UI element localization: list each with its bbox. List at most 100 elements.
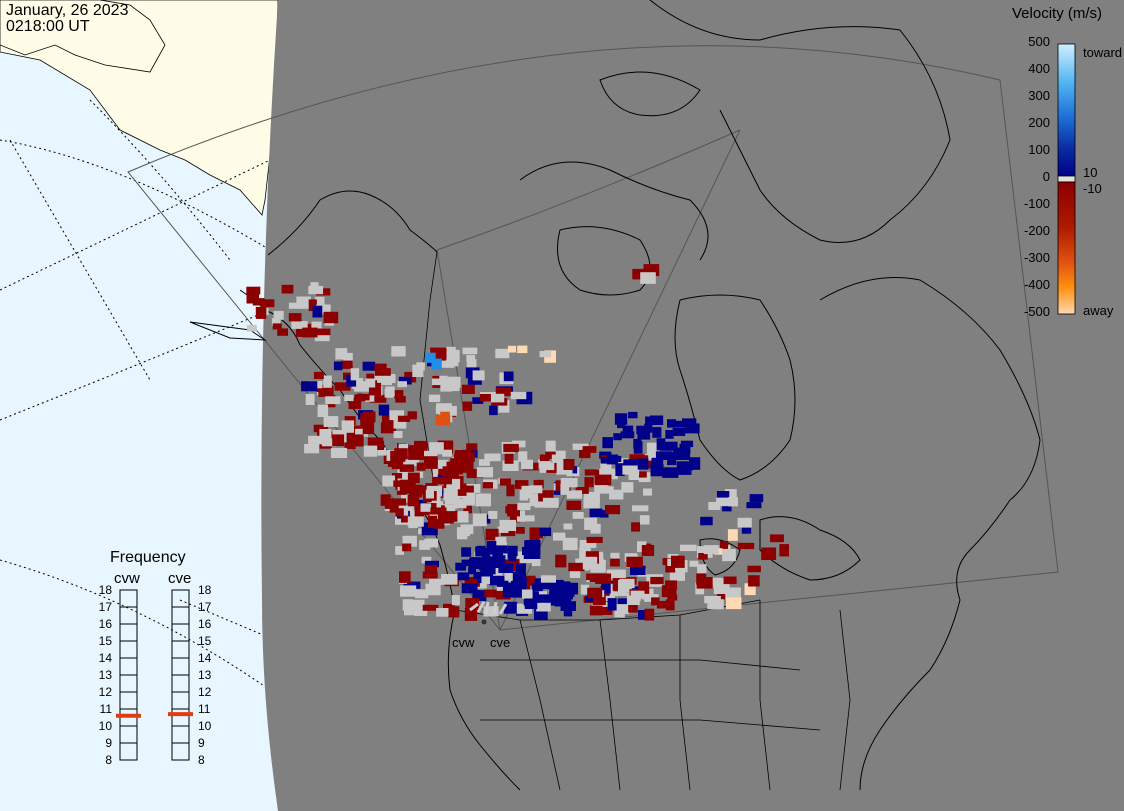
frequency-tick-label: 18 bbox=[99, 583, 113, 597]
scatter-cell bbox=[629, 454, 645, 463]
scatter-cell bbox=[414, 440, 428, 453]
frequency-panel: cvw cve 18 17 16 15 14 13 12 11 10 9 8 18 17 16 15 14 13… bbox=[99, 570, 212, 767]
scatter-cell bbox=[680, 544, 697, 552]
scatter-cell bbox=[432, 501, 444, 509]
scatter-cell bbox=[399, 464, 415, 472]
scatter-cell bbox=[273, 310, 284, 320]
colorbar-label-away: away bbox=[1083, 303, 1114, 318]
scatter-cell bbox=[499, 478, 511, 486]
radar-scatter-cells bbox=[246, 264, 789, 621]
scatter-cell bbox=[665, 580, 678, 590]
colorbar-tick: 300 bbox=[1028, 88, 1050, 103]
scatter-cell bbox=[516, 527, 525, 534]
scatter-cell bbox=[737, 542, 755, 550]
scatter-cell bbox=[482, 482, 493, 489]
scatter-cell bbox=[445, 376, 461, 388]
scatter-cell bbox=[466, 443, 478, 451]
header-date: January, 26 2023 bbox=[6, 2, 129, 19]
scatter-cell bbox=[521, 459, 534, 470]
scatter-cell bbox=[492, 546, 504, 557]
scatter-cell bbox=[495, 387, 512, 397]
scatter-cell bbox=[611, 455, 622, 462]
scatter-cell bbox=[553, 532, 566, 541]
scatter-cell bbox=[526, 591, 539, 603]
scatter-cell bbox=[651, 458, 664, 470]
scatter-cell bbox=[651, 597, 660, 606]
scatter-cell bbox=[458, 485, 474, 493]
scatter-cell bbox=[255, 306, 267, 319]
scatter-cell bbox=[424, 560, 439, 568]
scatter-cell bbox=[568, 562, 585, 572]
scatter-cell bbox=[639, 515, 650, 525]
scatter-cell bbox=[470, 557, 484, 569]
radar-sites: cvw cve bbox=[452, 601, 510, 650]
scatter-cell bbox=[632, 471, 647, 478]
scatter-cell bbox=[448, 606, 460, 618]
scatter-cell bbox=[447, 384, 460, 392]
scatter-cell bbox=[545, 451, 556, 459]
scatter-cell bbox=[599, 510, 609, 518]
scatter-cell bbox=[462, 347, 478, 355]
scatter-cell bbox=[414, 605, 428, 616]
scatter-cell bbox=[341, 420, 354, 433]
frequency-tick-label: 9 bbox=[105, 736, 112, 750]
scatter-cell bbox=[579, 448, 591, 459]
scatter-cell bbox=[510, 391, 527, 400]
scatter-cell bbox=[703, 545, 719, 555]
scatter-cell bbox=[313, 424, 328, 433]
scatter-cell bbox=[348, 434, 364, 447]
scatter-cell bbox=[312, 305, 323, 318]
scatter-cell bbox=[387, 374, 396, 384]
scatter-cell bbox=[615, 458, 629, 468]
scatter-cell bbox=[676, 462, 688, 475]
scatter-cell bbox=[534, 578, 544, 591]
colorbar-tick: -300 bbox=[1024, 250, 1050, 265]
scatter-cell bbox=[603, 593, 615, 602]
scatter-cell bbox=[618, 580, 632, 593]
scatter-cell bbox=[724, 489, 737, 502]
scatter-cell bbox=[712, 578, 730, 588]
scatter-cell bbox=[534, 496, 544, 508]
scatter-cell bbox=[362, 361, 376, 371]
scatter-cell bbox=[723, 576, 737, 585]
scatter-cell bbox=[602, 601, 611, 609]
scatter-cell bbox=[517, 502, 531, 511]
scatter-cell bbox=[509, 564, 520, 573]
scatter-cell bbox=[478, 459, 490, 466]
scatter-cell bbox=[302, 327, 318, 338]
scatter-cell bbox=[431, 358, 442, 370]
frequency-gauge-cell bbox=[119, 742, 138, 761]
scatter-cell bbox=[516, 510, 525, 522]
scatter-cell bbox=[722, 504, 732, 512]
scatter-cell bbox=[534, 608, 548, 621]
scatter-cell bbox=[722, 548, 736, 562]
scatter-cell bbox=[489, 405, 498, 416]
scatter-cell bbox=[586, 536, 603, 543]
colorbar-tick: 0 bbox=[1043, 169, 1050, 184]
scatter-cell bbox=[620, 431, 635, 439]
scatter-cell bbox=[304, 444, 320, 454]
scatter-cell bbox=[296, 296, 311, 309]
scatter-cell bbox=[319, 429, 332, 441]
scatter-cell bbox=[507, 548, 517, 559]
frequency-tick-label: 12 bbox=[198, 685, 212, 699]
scatter-cell bbox=[744, 583, 756, 596]
scatter-cell bbox=[350, 368, 360, 381]
scatter-cell bbox=[521, 589, 533, 599]
scatter-cell bbox=[369, 394, 387, 403]
scatter-cell bbox=[363, 411, 376, 423]
scatter-cell bbox=[717, 592, 726, 600]
frequency-panel-title: Frequency bbox=[110, 549, 186, 566]
scatter-cell bbox=[628, 602, 638, 613]
scatter-cell bbox=[317, 404, 329, 417]
scatter-cell bbox=[474, 578, 487, 589]
scatter-cell bbox=[330, 447, 348, 458]
scatter-cell bbox=[438, 468, 447, 476]
scatter-cell bbox=[667, 454, 677, 466]
scatter-cell bbox=[439, 360, 455, 368]
scatter-cell bbox=[462, 401, 473, 411]
scatter-cell bbox=[747, 565, 761, 573]
scatter-cell bbox=[313, 371, 324, 379]
scatter-cell bbox=[468, 567, 477, 575]
